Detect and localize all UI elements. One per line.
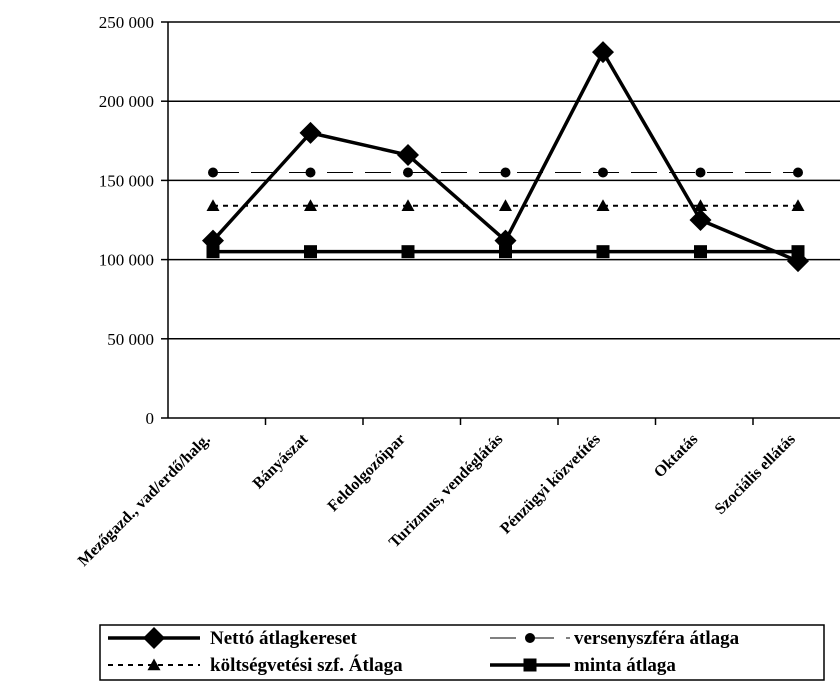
data-point (401, 245, 415, 259)
x-tick-label: Pénzügyi közvetítés (497, 431, 604, 538)
data-point (791, 199, 805, 211)
y-tick-label: 200 000 (99, 92, 154, 111)
legend: Nettó átlagkereset versenyszféra átlaga kö… (99, 624, 825, 681)
legend-label: versenyszféra átlaga (574, 628, 740, 649)
legend-label: költségvetési szf. Átlaga (210, 654, 403, 676)
data-point (596, 245, 610, 259)
data-point (500, 167, 511, 178)
data-point (598, 167, 608, 178)
data-point (494, 229, 517, 252)
y-axis-ticks: 0 50 000 100 000 150 000 200 000 250 000 (99, 13, 168, 428)
legend-item: versenyszféra átlaga (490, 628, 740, 649)
axes (167, 22, 840, 419)
data-point (208, 167, 218, 178)
x-tick-label: Turizmus, vendéglátás (386, 431, 506, 551)
data-point (689, 209, 712, 231)
gridlines (168, 21, 840, 340)
x-tick-label: Feldolgozóipar (325, 431, 409, 515)
series-versenyszf-ra-tlaga (208, 167, 803, 178)
legend-label: minta átlaga (574, 655, 676, 676)
y-tick-label: 250 000 (99, 13, 154, 32)
series-k-lts-gvet-si-szf-tlaga (206, 199, 805, 211)
data-point (694, 245, 707, 259)
data-point (299, 121, 322, 144)
series-nett-tlagkereset (202, 41, 809, 273)
legend-marker (525, 633, 535, 643)
data-point (499, 245, 512, 259)
data-point (596, 199, 610, 211)
data-point (694, 199, 707, 211)
data-point (304, 199, 317, 211)
legend-item: Nettó átlagkereset (108, 627, 358, 649)
data-point (403, 167, 413, 178)
data-point (787, 250, 809, 273)
data-point (397, 144, 419, 167)
legend-box (99, 624, 825, 681)
x-tick-label: Szociális ellátás (712, 431, 799, 518)
legend-marker (523, 658, 537, 672)
legend-marker (147, 658, 161, 671)
data-point (793, 167, 803, 178)
data-point (206, 199, 220, 211)
legend-item: költségvetési szf. Átlaga (108, 654, 403, 676)
legend-label: Nettó átlagkereset (210, 628, 358, 649)
data-point (695, 167, 706, 178)
x-tick-label: Mezőgazd., vad/erdő/halg. (75, 431, 214, 570)
data-point (304, 245, 317, 259)
data-point (206, 245, 220, 259)
y-tick-label: 150 000 (99, 171, 154, 190)
data-point (305, 167, 316, 178)
y-tick-label: 100 000 (99, 251, 154, 270)
y-tick-label: 50 000 (107, 330, 154, 349)
x-tick-label: Bányászat (250, 430, 312, 492)
data-point (401, 199, 415, 211)
x-tick-label: Oktatás (651, 431, 701, 481)
data-point (592, 41, 614, 64)
legend-item: minta átlaga (490, 655, 676, 676)
y-tick-label: 0 (146, 409, 155, 428)
x-axis-ticks: Mezőgazd., vad/erdő/halg. Bányászat Feldol… (75, 418, 799, 570)
series-group (202, 41, 809, 273)
data-point (202, 229, 224, 252)
data-point (499, 199, 512, 211)
legend-marker (143, 627, 165, 649)
